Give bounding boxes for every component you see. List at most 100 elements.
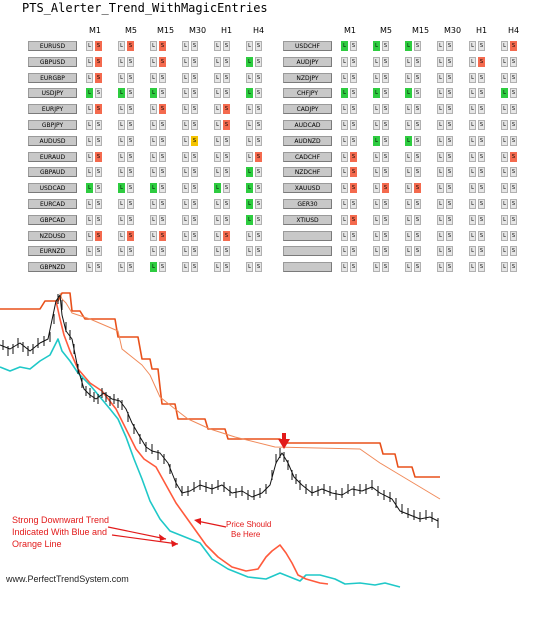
symbol-button[interactable]: XTIUSD xyxy=(283,214,332,225)
symbol-button[interactable]: USDCAD xyxy=(28,183,77,194)
price-chart: Strong Downward Trend Indicated With Blu… xyxy=(0,292,441,588)
long-cell-m5: L xyxy=(118,214,125,225)
long-cell-m15: L xyxy=(405,104,412,115)
long-cell-h1: L xyxy=(469,41,476,51)
long-cell-h4: L xyxy=(246,88,253,99)
long-cell-m15: L xyxy=(150,72,157,83)
short-cell-h1: S xyxy=(223,120,230,130)
long-cell-m5: L xyxy=(118,41,125,51)
long-cell-m5: L xyxy=(373,88,380,99)
trend-note-line-2: Indicated With Blue and xyxy=(12,527,107,537)
short-cell-h1: S xyxy=(223,167,230,178)
long-cell-m15: L xyxy=(405,167,412,178)
symbol-button[interactable]: GBPCAD xyxy=(28,214,77,225)
symbol-row: XTIUSD L S L S L S L S L S L S xyxy=(283,214,523,226)
symbol-button[interactable]: USDCHF xyxy=(283,41,332,51)
short-cell-m15: S xyxy=(414,262,421,273)
long-cell-h1: L xyxy=(214,262,221,273)
trend-note-arrow-upper-head xyxy=(159,534,166,541)
long-cell-m15: L xyxy=(150,88,157,99)
symbol-button[interactable]: CHFJPY xyxy=(283,88,332,99)
short-cell-m1: S xyxy=(95,88,102,99)
symbol-button[interactable] xyxy=(283,230,332,241)
long-cell-m30: L xyxy=(437,246,444,257)
long-cell-m5: L xyxy=(118,88,125,99)
symbol-button[interactable]: AUDUSD xyxy=(28,135,77,146)
long-cell-m15: L xyxy=(405,246,412,257)
short-cell-h4: S xyxy=(255,151,262,162)
short-cell-h4: S xyxy=(255,41,262,51)
long-cell-h1: L xyxy=(214,56,221,67)
long-cell-m15: L xyxy=(150,120,157,130)
long-cell-m5: L xyxy=(373,104,380,115)
long-cell-m5: L xyxy=(373,167,380,178)
symbol-button[interactable]: GER30 xyxy=(283,199,332,209)
symbol-button[interactable]: GBPUSD xyxy=(28,56,77,67)
symbol-button[interactable]: EURAUD xyxy=(28,151,77,162)
short-cell-m1: S xyxy=(95,104,102,115)
long-cell-m15: L xyxy=(150,246,157,257)
symbol-button[interactable]: AUDNZD xyxy=(283,135,332,146)
short-cell-h4: S xyxy=(255,183,262,194)
short-cell-h4: S xyxy=(510,262,517,273)
short-cell-m30: S xyxy=(191,151,198,162)
symbol-button[interactable]: EURJPY xyxy=(28,104,77,115)
symbol-button[interactable]: EURUSD xyxy=(28,41,77,51)
symbol-button[interactable]: AUDJPY xyxy=(283,56,332,67)
short-cell-m1: S xyxy=(350,88,357,99)
symbol-button[interactable]: GBPJPY xyxy=(28,120,77,130)
symbol-row: EURJPY L S L S L S L S L S L S xyxy=(28,104,268,115)
long-cell-m1: L xyxy=(341,199,348,209)
short-cell-h1: S xyxy=(223,183,230,194)
long-cell-m30: L xyxy=(182,262,189,273)
long-cell-m1: L xyxy=(86,72,93,83)
long-cell-h1: L xyxy=(469,56,476,67)
short-cell-m30: S xyxy=(191,230,198,241)
long-cell-m30: L xyxy=(182,41,189,51)
long-cell-m1: L xyxy=(341,41,348,51)
long-cell-m30: L xyxy=(437,183,444,194)
symbol-button[interactable]: NZDCHF xyxy=(283,167,332,178)
long-cell-m30: L xyxy=(437,88,444,99)
symbol-button[interactable] xyxy=(283,262,332,273)
long-cell-m15: L xyxy=(150,135,157,146)
short-cell-m1: S xyxy=(350,41,357,51)
symbol-button[interactable]: GBPNZD xyxy=(28,262,77,273)
symbol-button[interactable]: AUDCAD xyxy=(283,120,332,130)
symbol-button[interactable]: EURCAD xyxy=(28,199,77,209)
long-cell-h4: L xyxy=(501,104,508,115)
symbol-button[interactable] xyxy=(283,246,332,257)
long-cell-h1: L xyxy=(214,104,221,115)
symbol-button[interactable]: CADJPY xyxy=(283,104,332,115)
timeframe-header-m30: M30 xyxy=(189,26,207,35)
long-cell-h4: L xyxy=(246,41,253,51)
symbol-button[interactable]: EURNZD xyxy=(28,246,77,257)
symbol-button[interactable]: CADCHF xyxy=(283,151,332,162)
long-cell-h1: L xyxy=(214,167,221,178)
symbol-button[interactable]: GBPAUD xyxy=(28,167,77,178)
signal-down-arrow-icon xyxy=(278,439,290,449)
long-cell-h1: L xyxy=(214,214,221,225)
symbol-button[interactable]: USDJPY xyxy=(28,88,77,99)
short-cell-m15: S xyxy=(159,167,166,178)
timeframe-header-h4: H4 xyxy=(253,26,265,35)
long-cell-h1: L xyxy=(214,246,221,257)
short-cell-h1: S xyxy=(478,246,485,257)
symbol-button[interactable]: NZDJPY xyxy=(283,72,332,83)
short-cell-m30: S xyxy=(446,72,453,83)
short-cell-h4: S xyxy=(510,230,517,241)
long-cell-m15: L xyxy=(405,230,412,241)
short-cell-h4: S xyxy=(510,167,517,178)
signal-down-arrow-stem xyxy=(282,433,286,440)
short-cell-m30: S xyxy=(446,246,453,257)
short-cell-h4: S xyxy=(255,214,262,225)
symbol-button[interactable]: EURGBP xyxy=(28,72,77,83)
symbol-button[interactable]: NZDUSD xyxy=(28,230,77,241)
long-cell-m15: L xyxy=(150,183,157,194)
symbol-row: GBPCAD L S L S L S L S L S L S xyxy=(28,214,268,226)
symbol-button[interactable]: XAUUSD xyxy=(283,183,332,194)
short-cell-h4: S xyxy=(255,88,262,99)
long-cell-m15: L xyxy=(405,88,412,99)
symbol-row: EURUSD L S L S L S L S L S L S xyxy=(28,41,268,52)
short-cell-m30: S xyxy=(191,135,198,146)
